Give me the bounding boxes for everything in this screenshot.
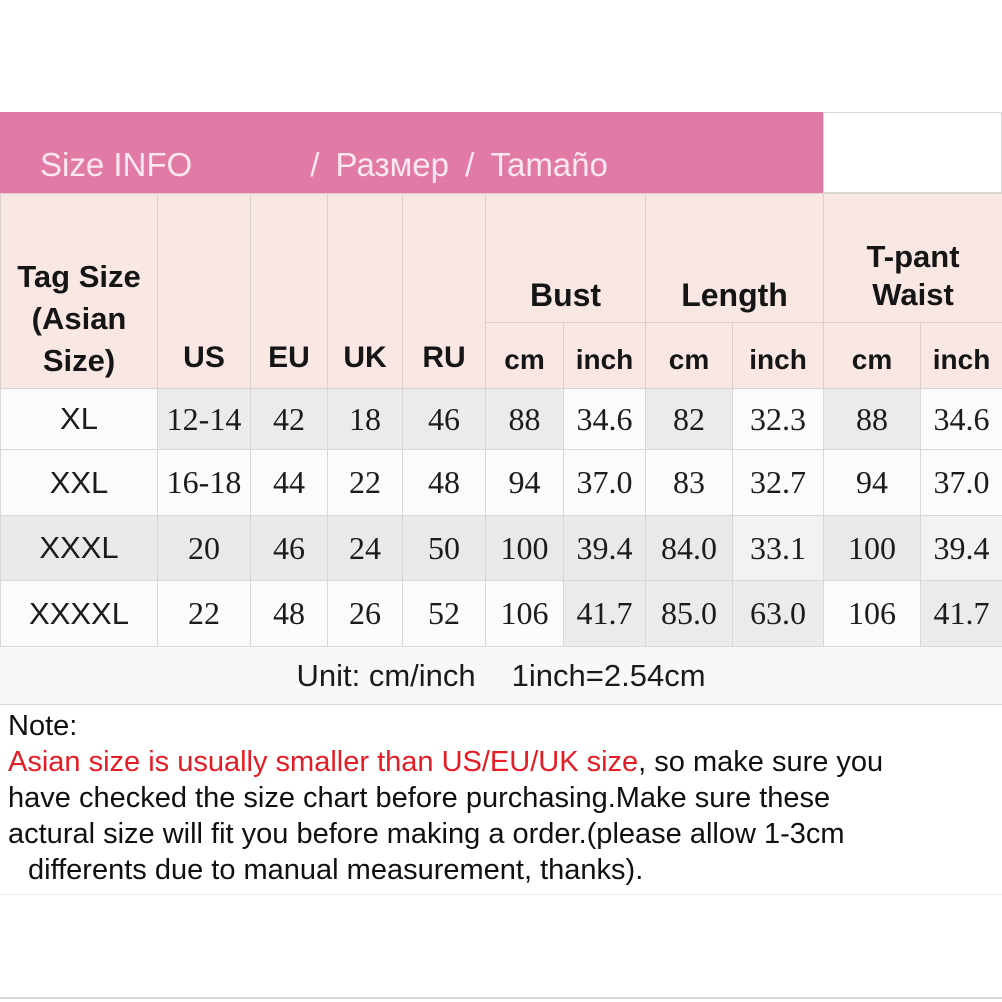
table-cell: 22 [157,580,251,647]
header-waist-inch: inch [920,322,1002,389]
table-cell: 100 [823,515,922,581]
banner-corner-blank [823,112,1002,193]
table-cell: 85.0 [645,580,734,647]
table-cell: 106 [823,580,922,647]
banner-title-en: Size INFO [40,146,193,183]
table-cell: 39.4 [920,515,1002,581]
header-eu: EU [250,193,328,389]
table-cell: 83 [645,449,734,516]
unit-label: Unit: cm/inch [296,657,476,693]
table-row-xl: XL 12-14 42 18 46 88 34.6 82 32.3 88 34.… [0,388,1002,450]
table-cell: 94 [823,449,922,516]
table-cell: 106 [485,580,564,647]
header-ru: RU [402,193,486,389]
note-block: Note: Asian size is usually smaller than… [8,708,994,888]
table-cell: 26 [327,580,403,647]
note-line-4: differents due to manual measurement, th… [28,854,644,886]
row-label: XXXL [0,515,158,581]
table-cell: 41.7 [920,580,1002,647]
row-label: XXL [0,449,158,516]
table-cell: 82 [645,388,734,450]
note-line1-black: , so make sure you [638,746,884,778]
table-cell: 33.1 [732,515,825,581]
table-cell: 84.0 [645,515,734,581]
table-row-xxxl: XXXL 20 46 24 50 100 39.4 84.0 33.1 100 … [0,515,1002,581]
header-waist-cm: cm [823,322,922,389]
unit-formula: 1inch=2.54cm [511,657,706,693]
table-cell: 50 [402,515,486,581]
header-tpant-waist: T-pant Waist [823,193,1002,323]
table-cell: 52 [402,580,486,647]
banner-title-intl: / Размер / Tamaño [310,146,608,183]
table-cell: 20 [157,515,251,581]
note-line-1: Asian size is usually smaller than US/EU… [8,744,994,780]
unit-row: Unit: cm/inch 1inch=2.54cm [0,646,1002,705]
banner: Size INFO / Размер / Tamaño [0,112,823,193]
table-cell: 100 [485,515,564,581]
table-cell: 12-14 [157,388,251,450]
header-length-inch: inch [732,322,825,389]
header-length-cm: cm [645,322,734,389]
table-cell: 42 [250,388,328,450]
table-cell: 22 [327,449,403,516]
table-cell: 48 [402,449,486,516]
header-length: Length [645,193,825,323]
table-cell: 16-18 [157,449,251,516]
table-cell: 32.3 [732,388,825,450]
bottom-border-line [0,997,1002,999]
note-red-text: Asian size is usually smaller than US/EU… [8,746,639,778]
table-header-row-units: cm inch cm inch cm inch [1,322,1002,389]
table-cell: 34.6 [920,388,1002,450]
header-bust-inch: inch [562,322,647,389]
note-title: Note: [8,710,78,742]
row-label: XXXXL [0,580,158,647]
row-label: XL [0,388,158,450]
table-row-xxxxl: XXXXL 22 48 26 52 106 41.7 85.0 63.0 106… [0,580,1002,647]
table-cell: 88 [485,388,564,450]
header-us: US [157,193,251,389]
table-cell: 34.6 [562,388,647,450]
table-cell: 37.0 [562,449,647,516]
table-cell: 24 [327,515,403,581]
table-cell: 88 [823,388,922,450]
header-uk: UK [327,193,403,389]
table-cell: 32.7 [732,449,825,516]
note-line-3: actural size will fit you before making … [8,818,845,850]
table-cell: 41.7 [562,580,647,647]
table-cell: 46 [402,388,486,450]
note-divider-line [0,894,1002,895]
table-cell: 44 [250,449,328,516]
table-row-xxl: XXL 16-18 44 22 48 94 37.0 83 32.7 94 37… [0,449,1002,516]
size-table: Tag Size (Asian Size) US EU UK RU Bust L… [0,193,1002,647]
table-cell: 37.0 [920,449,1002,516]
table-cell: 46 [250,515,328,581]
table-header-row-groups: Tag Size (Asian Size) US EU UK RU Bust L… [0,193,1002,389]
note-line-2: have checked the size chart before purch… [8,782,831,814]
table-cell: 48 [250,580,328,647]
header-bust: Bust [484,193,647,323]
table-cell: 94 [485,449,564,516]
header-tag-size: Tag Size (Asian Size) [0,193,158,389]
table-cell: 63.0 [732,580,825,647]
header-bust-cm: cm [485,322,564,389]
table-cell: 39.4 [562,515,647,581]
table-cell: 18 [327,388,403,450]
